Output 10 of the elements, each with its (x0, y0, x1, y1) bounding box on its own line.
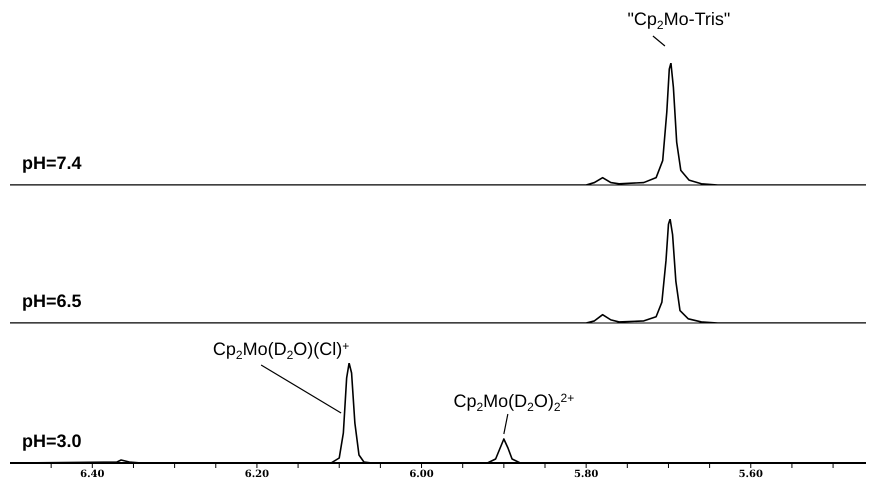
x-tick-label: 5.80 (574, 469, 598, 480)
x-tick-label: 5.60 (738, 469, 763, 480)
x-tick-label: 6.00 (409, 469, 434, 480)
annotation: "Cp$_{2}$Mo-Tris" (628, 9, 730, 32)
x-tick-label: 6.20 (244, 469, 270, 480)
series-label: pH=6.5 (22, 291, 82, 312)
annotation: Cp$_{2}$Mo(D$_{2}$O)(Cl)$^{+}$ (212, 338, 350, 362)
series-label: pH=7.4 (22, 153, 82, 174)
x-tick-label: 6.40 (80, 469, 105, 480)
series-label: pH=3.0 (22, 431, 82, 452)
